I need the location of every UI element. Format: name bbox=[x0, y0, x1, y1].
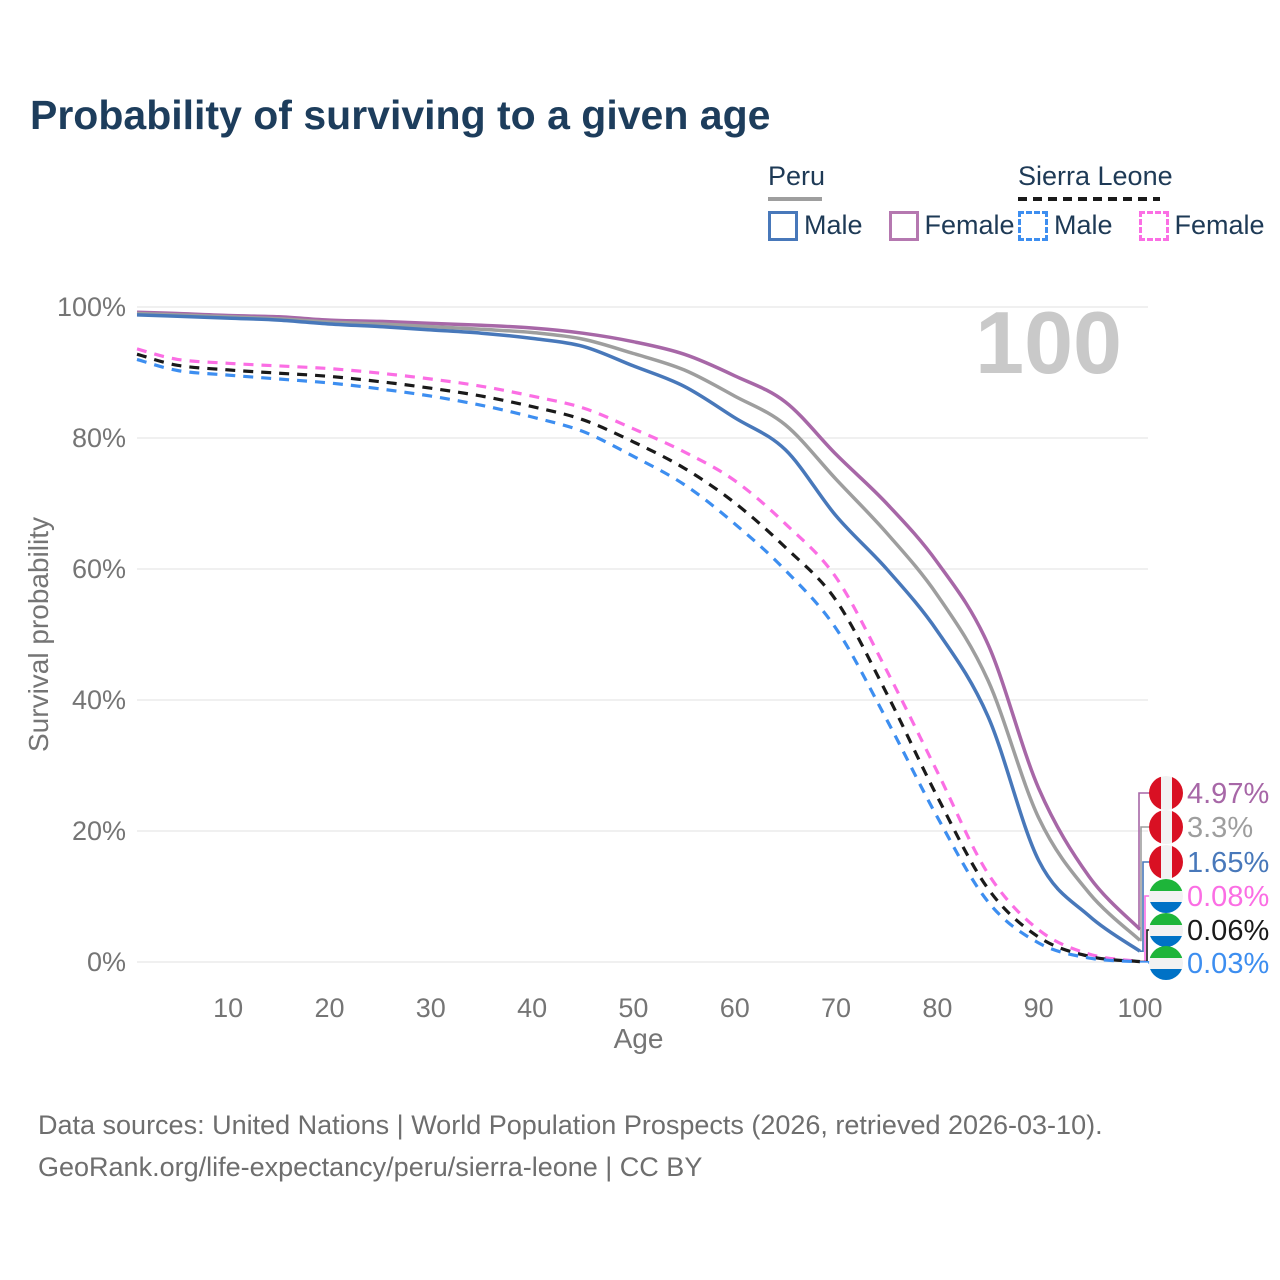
series-line-sierra-leone-male[interactable] bbox=[136, 357, 1141, 964]
x-tick-50: 50 bbox=[618, 993, 648, 1023]
peru-flag-icon bbox=[1149, 810, 1183, 844]
y-tick-100: 100% bbox=[57, 292, 126, 322]
sierra-leone-flag-icon bbox=[1149, 879, 1183, 913]
flag-band bbox=[1149, 902, 1183, 913]
legend-label-sierra-leone-male[interactable]: Male bbox=[1054, 210, 1113, 240]
age-counter-watermark: 100 bbox=[975, 293, 1122, 392]
end-value-label-sierra-leone-both-sexes: 0.06% bbox=[1187, 915, 1269, 947]
legend-swatch-sierra-leone-male[interactable] bbox=[1018, 210, 1048, 241]
legend-title-peru[interactable]: Peru bbox=[768, 161, 826, 191]
flag-band bbox=[1172, 810, 1183, 844]
legend: Peru Male Female Sierra Leone Male Femal… bbox=[0, 163, 1280, 243]
y-tick-80: 80% bbox=[72, 423, 126, 453]
y-tick-60: 60% bbox=[72, 554, 126, 584]
y-tick-0: 0% bbox=[87, 947, 126, 977]
sierra-leone-line-style-sample bbox=[1018, 197, 1160, 201]
legend-label-peru-female[interactable]: Female bbox=[924, 210, 1015, 240]
legend-swatch-peru-male[interactable] bbox=[768, 210, 798, 241]
sierra-leone-flag-icon bbox=[1149, 913, 1183, 947]
end-label-connector-2 bbox=[1140, 861, 1150, 952]
legend-swatch-peru-female[interactable] bbox=[888, 210, 919, 241]
flag-band bbox=[1161, 810, 1172, 844]
series-line-peru-both-sexes[interactable] bbox=[136, 311, 1142, 942]
flag-band bbox=[1161, 776, 1172, 810]
x-tick-80: 80 bbox=[922, 993, 952, 1023]
flag-band bbox=[1149, 845, 1161, 879]
x-tick-60: 60 bbox=[720, 993, 750, 1023]
page-title: Probability of surviving to a given age bbox=[30, 92, 771, 138]
end-label-connector-5 bbox=[1140, 961, 1150, 964]
footer-data-sources: Data sources: United Nations | World Pop… bbox=[38, 1110, 1103, 1140]
flag-band bbox=[1149, 879, 1183, 891]
flag-band bbox=[1172, 776, 1183, 810]
flag-band bbox=[1149, 925, 1183, 936]
end-value-label-peru-both-sexes: 3.3% bbox=[1187, 812, 1253, 844]
x-axis-label: Age bbox=[614, 1023, 664, 1054]
x-tick-100: 100 bbox=[1117, 993, 1162, 1023]
end-label-connector-1 bbox=[1140, 826, 1150, 942]
flag-band bbox=[1149, 946, 1183, 958]
flag-band bbox=[1149, 936, 1183, 947]
y-tick-40: 40% bbox=[72, 685, 126, 715]
flag-band bbox=[1149, 810, 1161, 844]
x-tick-70: 70 bbox=[821, 993, 851, 1023]
series-line-sierra-leone-female[interactable] bbox=[136, 347, 1141, 964]
series-line-sierra-leone-both-sexes[interactable] bbox=[136, 352, 1141, 964]
flag-band bbox=[1161, 845, 1172, 879]
legend-title-sierra-leone[interactable]: Sierra Leone bbox=[1018, 161, 1173, 191]
legend-label-peru-male[interactable]: Male bbox=[804, 210, 863, 240]
end-value-label-peru-female: 4.97% bbox=[1187, 778, 1269, 810]
flag-band bbox=[1172, 845, 1183, 879]
flag-band bbox=[1149, 913, 1183, 925]
legend-group-peru: Peru Male Female bbox=[768, 163, 1041, 241]
footer: Data sources: United Nations | World Pop… bbox=[38, 1104, 1103, 1188]
x-tick-30: 30 bbox=[416, 993, 446, 1023]
flag-band bbox=[1149, 891, 1183, 902]
flag-band bbox=[1149, 776, 1161, 810]
legend-group-sierra-leone: Sierra Leone Male Female bbox=[1018, 163, 1280, 241]
legend-swatch-sierra-leone-female[interactable] bbox=[1138, 210, 1169, 241]
x-tick-90: 90 bbox=[1024, 993, 1054, 1023]
footer-attribution: GeoRank.org/life-expectancy/peru/sierra-… bbox=[38, 1152, 703, 1182]
end-value-label-sierra-leone-female: 0.08% bbox=[1187, 881, 1269, 913]
legend-label-sierra-leone-female[interactable]: Female bbox=[1174, 210, 1265, 240]
end-value-label-peru-male: 1.65% bbox=[1187, 847, 1269, 879]
flag-band bbox=[1149, 958, 1183, 969]
peru-flag-icon bbox=[1149, 776, 1183, 810]
x-tick-10: 10 bbox=[213, 993, 243, 1023]
sierra-leone-flag-icon bbox=[1149, 946, 1183, 980]
x-tick-40: 40 bbox=[517, 993, 547, 1023]
series-line-peru-male[interactable] bbox=[136, 313, 1141, 953]
end-value-label-sierra-leone-male: 0.03% bbox=[1187, 948, 1269, 980]
series-line-peru-female[interactable] bbox=[136, 310, 1142, 931]
y-axis-label: Survival probability bbox=[23, 517, 54, 752]
peru-line-style-sample bbox=[768, 197, 822, 201]
y-tick-20: 20% bbox=[72, 816, 126, 846]
x-tick-20: 20 bbox=[314, 993, 344, 1023]
peru-flag-icon bbox=[1149, 845, 1183, 879]
end-label-connector-0 bbox=[1138, 792, 1150, 931]
flag-band bbox=[1149, 969, 1183, 980]
